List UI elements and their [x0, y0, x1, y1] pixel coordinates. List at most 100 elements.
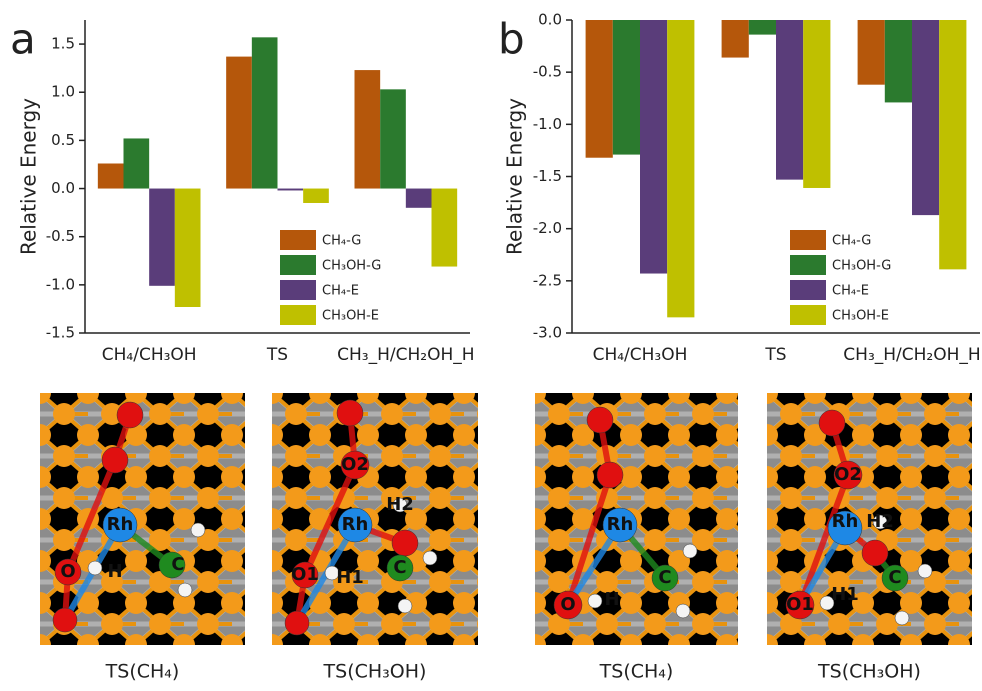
atom — [102, 447, 128, 473]
bar — [98, 163, 124, 188]
structure-panel: O2 Rh H2 O1 H1 C — [767, 393, 972, 645]
atom — [683, 544, 697, 558]
y-tick-label: -0.5 — [46, 227, 75, 245]
structure-caption: TS(CH₄) — [599, 661, 674, 683]
atom-label: Rh — [607, 514, 634, 535]
atom-label: C — [171, 554, 184, 575]
legend-label: CH₃OH-E — [832, 309, 889, 324]
legend-swatch — [280, 305, 316, 325]
atom-label: O2 — [341, 454, 369, 475]
x-tick-label: TS — [764, 345, 786, 365]
x-tick-label: TS — [266, 345, 288, 365]
atom-label: H2 — [386, 494, 414, 515]
bar — [252, 37, 278, 188]
atom — [88, 561, 102, 575]
x-tick-label: CH₃_H/CH₂OH_H — [843, 345, 980, 365]
y-tick-label: -1.0 — [46, 275, 75, 293]
atom-label: C — [888, 567, 901, 588]
legend-swatch — [790, 230, 826, 250]
legend-swatch — [790, 305, 826, 325]
y-tick-label: 0.0 — [538, 11, 562, 29]
atom-label: H2 — [866, 511, 894, 532]
atom — [819, 410, 845, 436]
y-tick-label: 1.0 — [51, 83, 75, 101]
legend-label: CH₃OH-G — [832, 259, 891, 274]
atom-label: H — [107, 561, 122, 582]
atom — [588, 594, 602, 608]
atom-label: H1 — [831, 584, 859, 605]
bar — [939, 20, 966, 269]
atom-label: O — [560, 594, 575, 615]
atom-label: O1 — [291, 564, 319, 585]
bar — [380, 89, 406, 188]
y-tick-label: -1.5 — [46, 324, 75, 342]
bar — [640, 20, 667, 274]
y-tick-label: 0.5 — [51, 131, 75, 149]
atom — [676, 604, 690, 618]
bar — [749, 20, 776, 35]
legend-label: CH₄-G — [832, 234, 871, 249]
bar — [776, 20, 803, 180]
panel-label: a — [10, 15, 36, 64]
x-tick-label: CH₃_H/CH₂OH_H — [337, 345, 474, 365]
legend-swatch — [280, 230, 316, 250]
bar — [124, 138, 150, 188]
bar — [667, 20, 694, 317]
y-tick-label: 1.5 — [51, 35, 75, 53]
atom — [337, 400, 363, 426]
legend-swatch — [280, 280, 316, 300]
atom-label: H — [604, 589, 619, 610]
y-axis-title: Relative Energy — [17, 98, 41, 255]
atom-label: Rh — [342, 514, 369, 535]
x-tick-label: CH₄/CH₃OH — [593, 345, 688, 365]
legend-label: CH₄-E — [322, 284, 359, 299]
bar — [858, 20, 885, 85]
atom-label: C — [658, 567, 671, 588]
atom — [895, 611, 909, 625]
y-tick-label: -0.5 — [533, 63, 562, 81]
atom-label: C — [393, 557, 406, 578]
atom-label: O2 — [834, 464, 862, 485]
panel-label: b — [498, 15, 525, 64]
atom — [398, 599, 412, 613]
legend-swatch — [280, 255, 316, 275]
y-tick-label: -1.0 — [533, 115, 562, 133]
y-axis-title: Relative Energy — [503, 98, 527, 255]
bar — [226, 57, 252, 189]
bar — [175, 189, 201, 307]
atom — [191, 523, 205, 537]
atom — [392, 530, 418, 556]
atom — [862, 540, 888, 566]
atom — [423, 551, 437, 565]
structure-panel: Rh O H C — [535, 393, 738, 645]
atom-label: Rh — [832, 511, 859, 532]
bar — [885, 20, 912, 102]
structure-caption: TS(CH₃OH) — [817, 661, 921, 683]
atom — [597, 462, 623, 488]
bar — [303, 189, 329, 203]
bar — [722, 20, 749, 58]
bar — [355, 70, 381, 188]
y-tick-label: -3.0 — [533, 324, 562, 342]
atom-label: O — [60, 561, 75, 582]
y-tick-label: 0.0 — [51, 179, 75, 197]
bar — [803, 20, 830, 188]
legend-swatch — [790, 280, 826, 300]
structure-caption: TS(CH₃OH) — [323, 661, 427, 683]
x-tick-label: CH₄/CH₃OH — [102, 345, 197, 365]
bar — [406, 189, 432, 208]
legend-label: CH₃OH-G — [322, 259, 381, 274]
atom — [285, 611, 309, 635]
atom-label: O1 — [786, 594, 814, 615]
atom — [178, 583, 192, 597]
legend-label: CH₄-G — [322, 234, 361, 249]
legend-label: CH₃OH-E — [322, 309, 379, 324]
bar — [149, 189, 175, 286]
y-tick-label: -1.5 — [533, 167, 562, 185]
y-tick-label: -2.0 — [533, 219, 562, 237]
structure-caption: TS(CH₄) — [105, 661, 180, 683]
atom — [918, 564, 932, 578]
bar — [278, 189, 304, 191]
